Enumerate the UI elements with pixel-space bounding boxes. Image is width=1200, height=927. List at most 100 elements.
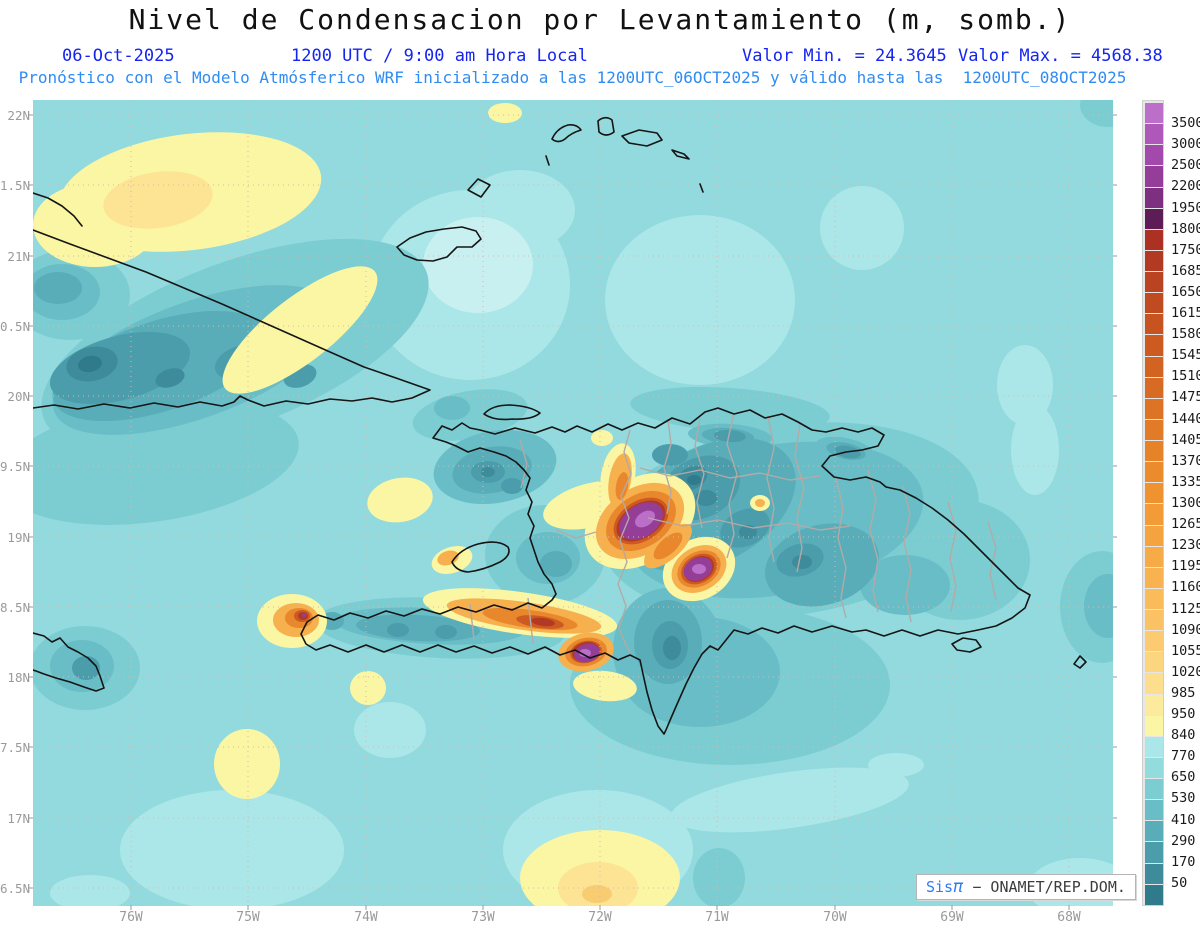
axis-ticks [29,114,1117,910]
colorbar-segment [1145,694,1163,715]
colorbar-label: 950 [1171,706,1196,723]
colorbar-segment [1145,335,1163,356]
colorbar-segment [1145,525,1163,546]
lat-label: 6.5N [0,881,31,896]
coastline-turks-2 [621,129,663,147]
coastline-little-inagua [467,178,491,198]
colorbar-segment [1145,673,1163,694]
colorbar-segment [1145,610,1163,631]
forecast-subtitle: Pronóstico con el Modelo Atmósferico WRF… [18,68,1127,87]
colorbar-segment [1145,800,1163,821]
colorbar-segments [1145,103,1163,905]
colorbar-label: 1685 [1171,262,1200,279]
grid-lines [33,101,1113,905]
lat-label: 21N [7,249,30,264]
palest-cyan-cores [423,217,533,313]
colorbar-label: 1300 [1171,495,1200,511]
lat-label: 8.5N [0,600,31,615]
coastlines [33,116,1087,735]
colorbar-label: 1510 [1171,368,1200,385]
colorbar-segment [1145,103,1163,124]
value-min-label: Valor Min. = 24.3645 [742,46,947,66]
lon-label: 75W [236,910,260,925]
coastline-hispaniola [300,407,1031,735]
colorbar-label: 1125 [1171,600,1200,617]
colorbar-segment [1145,652,1163,673]
colorbar-label: 650 [1171,769,1196,786]
colorbar-segment [1145,377,1163,398]
sispi-logo: Sisπ [926,877,964,897]
coastline-cuba-cays [33,192,83,227]
valid-time: 1200 UTC / 9:00 am Hora Local [291,46,588,66]
colorbar-segment [1145,208,1163,229]
colorbar-segment [1145,250,1163,271]
colorbar-segment [1145,187,1163,208]
colorbar-label: 290 [1171,832,1196,849]
colorbar-label: 1195 [1171,558,1200,575]
colorbar-label: 1265 [1171,516,1200,533]
colorbar-label: 1800 [1171,220,1200,237]
colorbar-label: 1580 [1171,326,1200,343]
colorbar-label: 3000 [1171,136,1200,153]
colorbar-label: 985 [1171,684,1196,701]
lon-label: 74W [354,910,378,925]
colorbar-label: 3500 [1171,115,1200,132]
lat-label: 20N [7,389,30,404]
coastline-great-inagua [396,226,482,262]
teal-level6 [78,355,701,485]
attribution-text: − ONAMET/REP.DOM. [963,878,1126,896]
colorbar-label: 1750 [1171,241,1200,258]
warm-features [33,103,770,906]
colorbar-label: 1160 [1171,579,1200,596]
colorbar-label: 840 [1171,727,1196,744]
colorbar-label: 770 [1171,748,1196,765]
lon-label: 76W [119,910,143,925]
colorbar-segment [1145,504,1163,525]
colorbar-segment [1145,441,1163,462]
lon-label: 73W [471,910,495,925]
lat-label: 0.5N [0,319,31,334]
colorbar-segment [1145,842,1163,863]
coastline-saona [951,637,982,653]
colorbar-segment [1145,314,1163,335]
colorbar-label: 1650 [1171,283,1200,300]
colorbar-label: 1230 [1171,537,1200,554]
run-date: 06-Oct-2025 [62,46,175,66]
coastline-turks-3 [671,149,690,160]
colorbar-label: 170 [1171,853,1196,870]
lon-label: 69W [940,910,964,925]
colorbar-label: 1440 [1171,410,1200,427]
lat-label: 1.5N [0,178,31,193]
colorbar-segment [1145,884,1163,905]
lat-label: 9.5N [0,459,31,474]
colorbar-segment [1145,483,1163,504]
colorbar-segment [1145,166,1163,187]
colorbar-segment [1145,631,1163,652]
colorbar-segment [1145,821,1163,842]
colorbar-segment [1145,546,1163,567]
colorbar-label: 1545 [1171,347,1200,364]
lat-label: 22N [7,108,30,123]
colorbar-segment [1145,757,1163,778]
colorbar-label: 1020 [1171,663,1200,680]
colorbar-segment [1145,272,1163,293]
lon-label: 72W [588,910,612,925]
colorbar-segment [1145,293,1163,314]
lat-label: 7.5N [0,740,31,755]
colorbar-segment [1145,145,1163,166]
colorbar-label: 50 [1171,874,1188,891]
colorbar-segment [1145,736,1163,757]
colorbar-label: 2200 [1171,178,1200,195]
coastline-turks-1 [597,116,615,136]
lon-label: 71W [705,910,729,925]
colorbar-segment [1145,462,1163,483]
colorbar-label: 1475 [1171,389,1200,406]
province-borders [469,412,997,658]
coastline-mona [1073,655,1087,669]
coastline-cay-1 [545,155,550,166]
colorbar [1142,100,1164,906]
colorbar-segment [1145,715,1163,736]
colorbar-label: 1615 [1171,305,1200,322]
